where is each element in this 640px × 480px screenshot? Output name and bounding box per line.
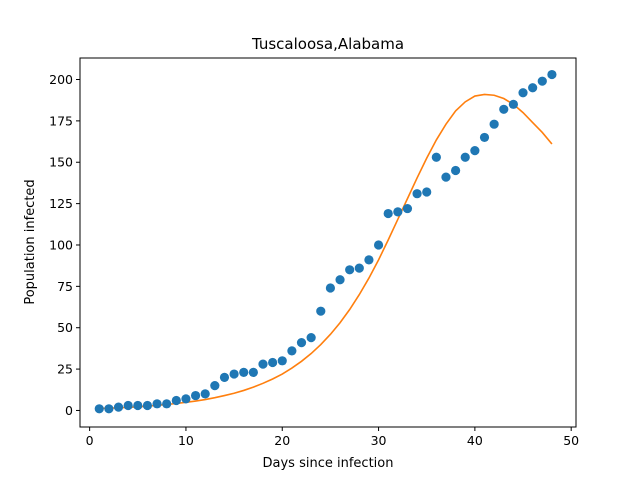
chart-title: Tuscaloosa,Alabama <box>251 35 404 53</box>
y-tick-label: 200 <box>49 72 73 87</box>
x-tick-label: 30 <box>371 433 387 448</box>
data-point <box>277 356 287 366</box>
data-point <box>190 390 201 401</box>
data-point <box>383 208 393 219</box>
data-point <box>393 207 403 217</box>
axis-ticks: 0 10 20 30 40 50 0 25 50 75 100 125 150 175 200 <box>49 72 579 448</box>
data-point <box>171 395 181 406</box>
data-point <box>402 203 413 214</box>
axes-frame <box>79 57 577 428</box>
data-point <box>489 119 499 129</box>
y-tick-label: 125 <box>49 196 73 211</box>
data-point <box>123 400 133 411</box>
data-point <box>460 152 470 162</box>
data-point <box>113 402 124 412</box>
data-point <box>162 399 172 409</box>
data-point <box>239 367 249 377</box>
data-point <box>518 88 528 98</box>
y-tick-label: 100 <box>49 237 73 252</box>
data-point <box>133 400 143 411</box>
data-point <box>325 283 336 293</box>
data-point <box>219 372 230 382</box>
x-tick-label: 10 <box>178 433 194 448</box>
data-point <box>210 381 220 391</box>
data-point <box>181 394 191 404</box>
data-point <box>268 357 278 368</box>
data-point <box>537 76 547 86</box>
data-point <box>316 306 326 316</box>
y-tick-label: 50 <box>57 320 73 335</box>
data-point <box>528 83 538 93</box>
x-axis-label: Days since infection <box>263 456 394 471</box>
data-point <box>229 369 239 379</box>
x-tick-label: 0 <box>86 433 94 448</box>
data-point <box>200 389 210 399</box>
x-tick-label: 40 <box>467 433 483 448</box>
data-point <box>335 275 345 285</box>
data-point <box>441 172 451 182</box>
data-point <box>142 400 153 411</box>
data-point <box>499 104 509 114</box>
data-point <box>373 240 384 250</box>
data-point <box>364 255 374 265</box>
plot-area <box>94 69 557 414</box>
data-point <box>547 69 557 80</box>
data-point <box>306 333 316 343</box>
data-point <box>470 146 480 156</box>
data-point <box>152 399 162 409</box>
y-tick-label: 175 <box>49 113 73 128</box>
data-point <box>104 404 114 414</box>
data-point <box>94 404 104 414</box>
data-point <box>345 265 355 275</box>
y-tick-label: 150 <box>49 155 73 170</box>
data-point <box>508 99 518 109</box>
data-point <box>412 189 422 199</box>
data-point <box>354 263 364 273</box>
data-point <box>287 346 297 356</box>
x-tick-label: 20 <box>274 433 290 448</box>
data-point <box>431 152 441 162</box>
data-point <box>422 187 432 197</box>
y-axis-label: Population infected <box>23 179 38 304</box>
data-point <box>296 338 307 348</box>
y-tick-label: 25 <box>57 362 73 377</box>
data-point <box>258 359 268 369</box>
y-tick-label: 75 <box>57 279 73 294</box>
y-tick-label: 0 <box>65 403 73 418</box>
x-tick-label: 50 <box>563 433 579 448</box>
data-point <box>479 132 490 143</box>
data-point <box>451 165 461 176</box>
data-point <box>248 367 258 377</box>
